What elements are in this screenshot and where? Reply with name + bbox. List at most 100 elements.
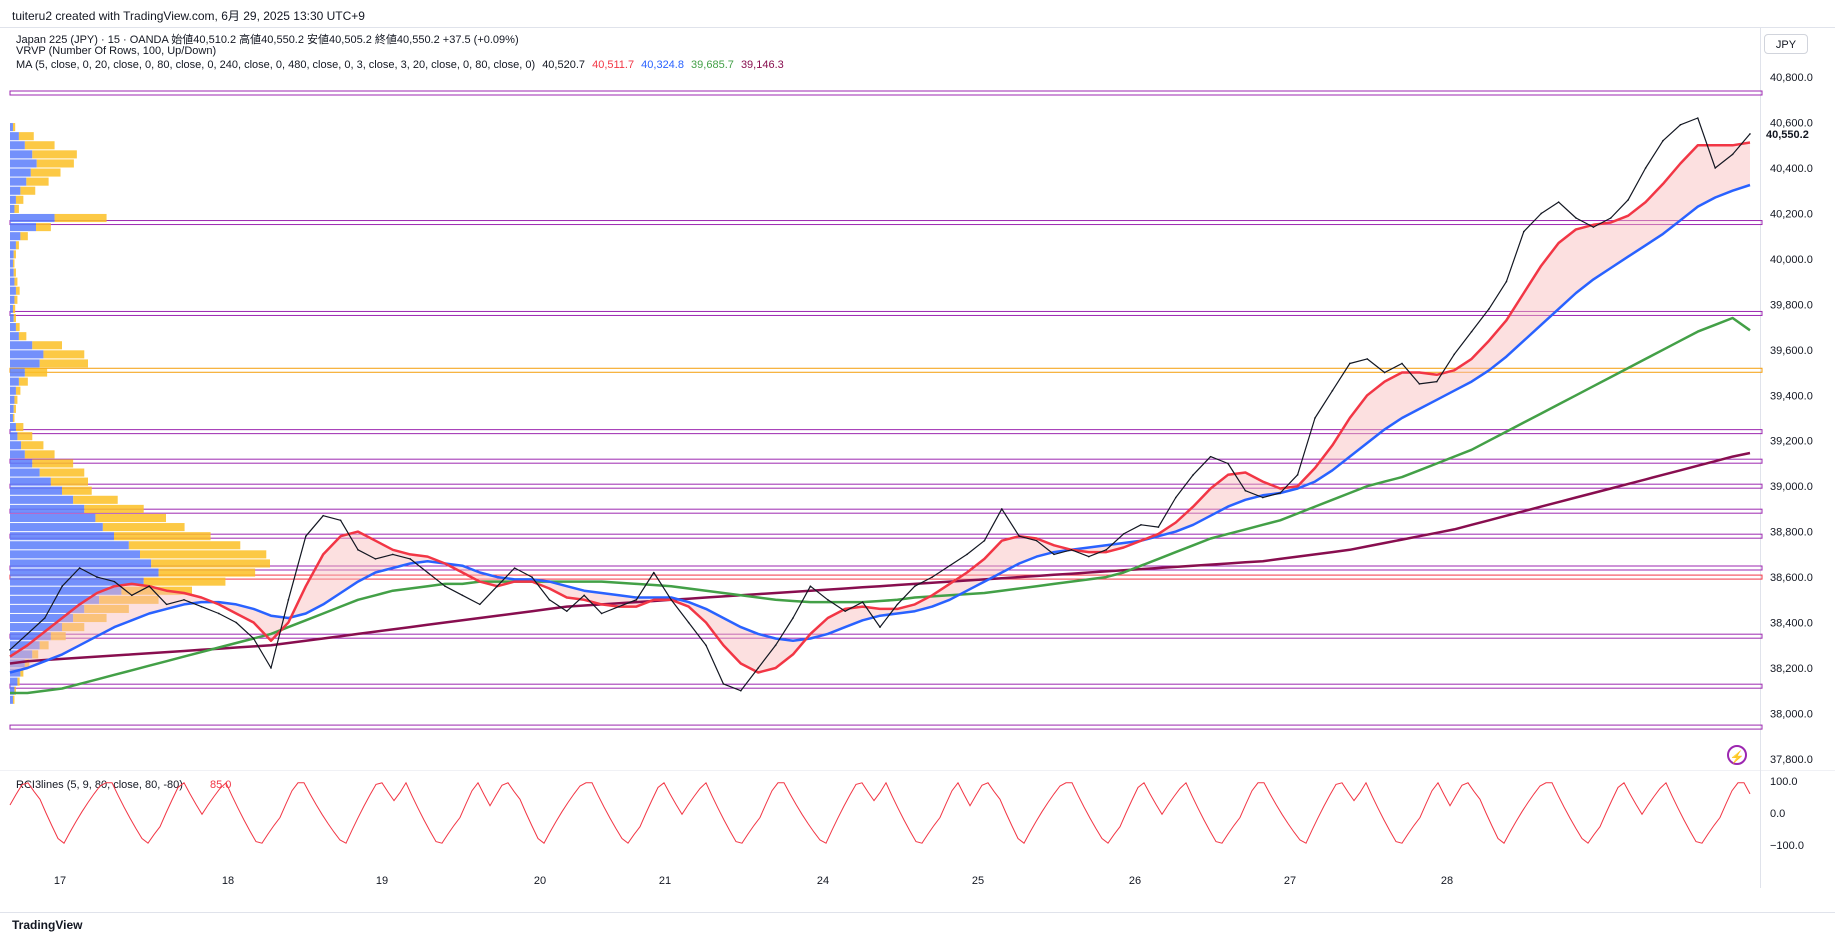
level-line-5 [9, 458, 1763, 464]
volume-profile-up-41 [10, 495, 74, 504]
price-point [1192, 474, 1194, 476]
rci-tick-0: 100.0 [1770, 776, 1798, 788]
time-tick-6: 25 [972, 875, 984, 887]
volume-profile-down-4 [36, 159, 74, 168]
volume-profile-up-5 [10, 168, 31, 177]
volume-profile-down-0 [12, 123, 16, 132]
volume-profile-up-9 [10, 204, 15, 213]
volume-profile-up-36 [10, 450, 25, 459]
volume-profile-down-35 [21, 441, 44, 450]
volume-profile-up-6 [10, 177, 27, 186]
price-axis[interactable] [1760, 28, 1835, 888]
time-tick-0: 17 [54, 875, 66, 887]
price-point [1436, 380, 1438, 383]
volume-profile-up-21 [10, 313, 14, 323]
volume-profile-down-13 [15, 241, 19, 250]
price-point [1401, 362, 1403, 365]
price-point [183, 599, 185, 601]
price-tick-12: 40,200.0 [1770, 208, 1813, 220]
time-tick-3: 20 [534, 875, 546, 887]
volume-profile-down-32 [12, 413, 15, 423]
level-line-1 [9, 220, 1763, 226]
volume-profile-down-34 [17, 432, 33, 441]
volume-profile-up-28 [10, 377, 19, 386]
price-point [218, 612, 220, 615]
volume-profile-down-30 [14, 395, 18, 404]
price-point [287, 599, 290, 601]
price-point [1209, 455, 1212, 458]
symbol-legend[interactable]: Japan 225 (JPY) · 15 · OANDA 始値40,510.2 … [16, 34, 519, 46]
price-point [1383, 371, 1386, 374]
volume-profile-down-37 [32, 459, 74, 468]
lightning-icon[interactable]: ⚡ [1727, 745, 1747, 765]
price-tick-6: 39,000.0 [1770, 481, 1813, 493]
price-point [26, 633, 29, 635]
volume-profile-down-25 [43, 350, 85, 359]
price-point [1679, 124, 1682, 126]
volume-profile-up-62 [10, 686, 15, 695]
price-point [896, 603, 899, 606]
price-point [1001, 508, 1003, 510]
price-point [1644, 167, 1647, 169]
price-point [809, 585, 812, 587]
price-tick-7: 39,200.0 [1770, 436, 1813, 448]
price-tick-5: 38,800.0 [1770, 527, 1813, 539]
ma-value-4: 39,146.3 [740, 59, 784, 71]
level-line-4 [9, 429, 1763, 435]
price-point [583, 594, 585, 597]
price-point [1296, 474, 1299, 476]
price-point [844, 610, 846, 612]
volume-profile-down-40 [62, 486, 92, 495]
series-line-ma20 [9, 141, 1751, 674]
main-chart[interactable]: 37,800.0 38,000.0 38,200.0 38,400.0 38,600.0… [0, 28, 1813, 888]
tradingview-logo: TradingView [12, 918, 82, 932]
last-price-label: 40,550.2 [1766, 129, 1809, 141]
ma-legend[interactable]: MA (5, close, 0, 20, close, 0, 80, close… [16, 59, 788, 71]
volume-profile-down-23 [18, 332, 27, 341]
price-point [1314, 417, 1316, 419]
price-point [1523, 230, 1525, 233]
rci-title: RCI3lines (5, 9, 80, close, 80, -80) [16, 779, 183, 791]
volume-profile-down-41 [73, 495, 118, 504]
rci-panel[interactable]: RCI3lines (5, 9, 80, close, 80, -80) 85.0… [0, 770, 1835, 860]
price-point [357, 549, 359, 551]
price-point [1610, 217, 1612, 219]
price-point [774, 644, 777, 647]
volume-profile-down-54 [73, 613, 107, 623]
time-tick-2: 19 [376, 875, 388, 887]
volume-profile-up-15 [10, 259, 13, 268]
price-point [1227, 462, 1229, 465]
volume-profile-down-49 [158, 568, 256, 577]
price-point [566, 610, 568, 612]
volume-profile-up-10 [10, 213, 55, 223]
time-axis[interactable]: 17 18 19 20 21 24 25 26 27 28 [0, 872, 1760, 902]
price-point [1488, 308, 1490, 310]
logo-text: TradingView [12, 918, 83, 932]
price-point [513, 567, 516, 569]
volume-profile-up-32 [10, 413, 13, 423]
price-point [1331, 389, 1334, 392]
currency-button[interactable]: JPY [1764, 34, 1808, 54]
volume-profile-up-40 [10, 486, 62, 495]
ma-value-3: 39,685.7 [691, 59, 734, 71]
price-tick-0: 37,800.0 [1770, 754, 1813, 766]
volume-profile-down-6 [26, 177, 49, 186]
volume-profile-up-30 [10, 395, 15, 404]
volume-profile-up-33 [10, 423, 16, 432]
price-point [270, 667, 272, 669]
volume-profile-up-31 [10, 404, 14, 413]
price-point [496, 585, 499, 587]
price-point [339, 519, 342, 522]
vrvp-legend[interactable]: VRVP (Number Of Rows, 100, Up/Down) [16, 45, 217, 57]
top-bar: tuiteru2 created with TradingView.com, 6… [0, 0, 1835, 28]
volume-profile-up-39 [10, 477, 51, 486]
volume-profile-up-50 [10, 577, 144, 586]
price-point [1470, 330, 1473, 333]
price-point [322, 514, 325, 517]
level-line-2 [9, 310, 1763, 316]
price-point [1627, 199, 1629, 201]
price-point [1122, 533, 1125, 535]
volume-profile-up-43 [10, 513, 96, 523]
volume-profile-up-49 [10, 568, 159, 577]
time-tick-1: 18 [222, 875, 234, 887]
